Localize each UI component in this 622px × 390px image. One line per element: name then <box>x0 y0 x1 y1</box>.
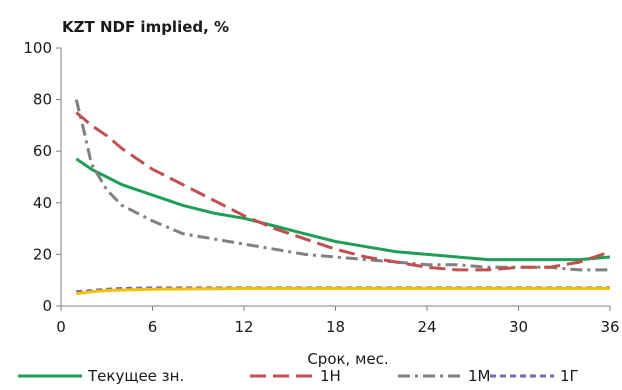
legend-label-0: Текущее зн. <box>87 367 184 385</box>
y-tick-label: 40 <box>33 194 52 212</box>
legend-label-2: 1М <box>468 367 491 385</box>
x-tick-label: 30 <box>509 318 528 336</box>
y-tick-label: 100 <box>23 39 52 57</box>
y-tick-label: 20 <box>33 245 52 263</box>
series-lines <box>74 99 611 296</box>
y-axis-ticks: 0 20 40 60 80 100 <box>23 39 61 315</box>
series-line-4 <box>76 287 610 296</box>
legend-label-3: 1Г <box>560 367 579 385</box>
series-line-0 <box>75 157 611 262</box>
series-line-2 <box>74 99 610 272</box>
axes <box>60 48 610 307</box>
x-tick-label: 36 <box>600 318 619 336</box>
legend-label-1: 1Н <box>320 367 341 385</box>
x-tick-label: 6 <box>148 318 158 336</box>
x-axis-title: Срок, мес. <box>307 350 388 368</box>
x-tick-label: 24 <box>417 318 436 336</box>
x-tick-label: 0 <box>56 318 66 336</box>
legend: Текущее зн. 1Н 1М 1Г <box>18 367 579 385</box>
x-tick-label: 18 <box>326 318 345 336</box>
chart-title: KZT NDF implied, % <box>62 18 229 36</box>
y-tick-label: 0 <box>42 297 52 315</box>
x-tick-label: 12 <box>234 318 253 336</box>
x-axis-ticks: 0 6 12 18 24 30 36 <box>56 306 620 336</box>
series-line-1 <box>75 111 611 272</box>
y-tick-label: 80 <box>33 91 52 109</box>
y-tick-label: 60 <box>33 142 52 160</box>
